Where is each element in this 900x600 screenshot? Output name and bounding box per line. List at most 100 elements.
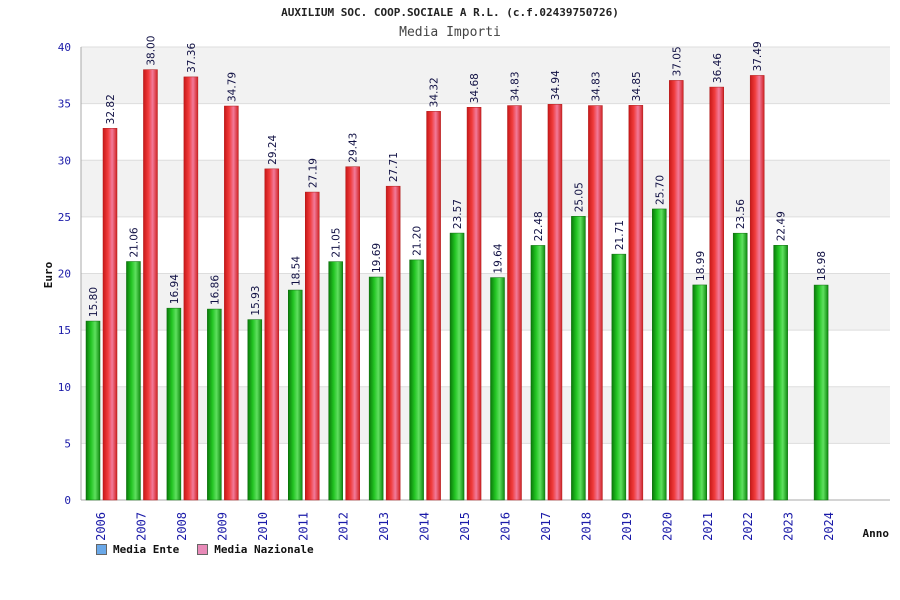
bar-media-nazionale: [224, 105, 239, 501]
x-tick-label: 2009: [215, 512, 229, 541]
grid-band: [81, 273, 890, 331]
y-tick-label: 5: [64, 437, 71, 450]
x-axis-label: Anno: [863, 527, 890, 540]
x-tick-label: 2010: [256, 512, 270, 541]
bar-media-ente: [368, 276, 384, 501]
x-tick-label: 2023: [782, 512, 796, 541]
bar-media-nazionale: [305, 191, 320, 501]
x-tick-label: 2007: [134, 512, 148, 541]
legend-item-media-nazionale: Media Nazionale: [197, 543, 314, 556]
bar-media-ente: [571, 216, 586, 501]
data-label: 34.79: [226, 72, 238, 102]
bar-media-nazionale: [143, 69, 158, 501]
y-axis-label: Euro: [42, 261, 55, 288]
grid-band: [81, 386, 890, 444]
bar-media-ente: [409, 259, 424, 501]
bar-media-ente: [611, 253, 627, 501]
data-label: 38.00: [145, 36, 157, 66]
data-label: 34.32: [429, 77, 441, 107]
x-tick-label: 2013: [377, 512, 391, 541]
data-label: 18.99: [695, 251, 707, 281]
bar-media-nazionale: [466, 106, 482, 501]
data-label: 37.05: [671, 46, 683, 76]
bar-media-nazionale: [102, 128, 118, 501]
bar-media-nazionale: [426, 111, 441, 501]
data-label: 34.85: [631, 71, 643, 101]
bar-media-ente: [813, 284, 829, 501]
x-tick-label: 2011: [296, 512, 310, 541]
legend-swatch-media-ente: [96, 544, 107, 555]
data-label: 34.83: [590, 71, 602, 101]
data-label: 21.20: [412, 226, 424, 256]
bar-media-nazionale: [183, 76, 199, 501]
data-label: 27.19: [307, 158, 319, 188]
data-label: 15.93: [250, 286, 262, 316]
bar-media-ente: [490, 277, 505, 501]
y-tick-label: 10: [58, 381, 71, 394]
data-label: 36.46: [712, 53, 724, 83]
data-label: 22.48: [533, 211, 545, 241]
data-label: 22.49: [776, 211, 788, 241]
x-tick-label: 2022: [741, 512, 755, 541]
bar-media-ente: [692, 284, 707, 501]
y-tick-label: 30: [58, 154, 71, 167]
y-tick-label: 40: [58, 41, 71, 54]
x-tick-label: 2012: [337, 512, 351, 541]
bar-media-nazionale: [507, 105, 522, 501]
legend-label-media-ente: Media Ente: [113, 543, 180, 556]
bar-media-ente: [247, 319, 263, 501]
bar-media-nazionale: [345, 166, 360, 501]
data-label: 37.49: [752, 41, 764, 71]
data-label: 29.24: [267, 134, 279, 164]
x-tick-label: 2008: [175, 512, 189, 541]
data-label: 15.80: [88, 287, 100, 317]
bar-media-ente: [652, 208, 667, 501]
bar-media-ente: [530, 245, 546, 501]
y-tick-label: 0: [64, 494, 71, 507]
data-label: 18.98: [816, 251, 828, 281]
bar-media-ente: [328, 261, 343, 501]
data-label: 29.43: [348, 133, 360, 163]
x-tick-label: 2015: [458, 512, 472, 541]
bar-media-ente: [288, 289, 303, 501]
grid-band: [81, 160, 890, 217]
data-label: 23.57: [452, 199, 464, 229]
x-tick-label: 2017: [539, 512, 553, 541]
x-tick-label: 2019: [620, 512, 634, 541]
data-label: 19.64: [493, 243, 505, 273]
data-label: 32.82: [105, 94, 117, 124]
legend-swatch-media-nazionale: [197, 544, 209, 555]
x-tick-label: 2020: [660, 512, 674, 541]
data-label: 25.05: [573, 182, 585, 212]
data-label: 34.68: [469, 73, 481, 103]
data-label: 16.94: [169, 274, 181, 304]
bar-media-nazionale: [628, 105, 644, 501]
legend: Media Ente Media Nazionale: [96, 543, 314, 556]
bar-media-ente: [166, 307, 182, 501]
data-label: 23.56: [735, 199, 747, 229]
bar-media-ente: [85, 320, 101, 501]
grid-band: [81, 47, 890, 104]
data-label: 19.69: [371, 243, 383, 273]
bar-media-ente: [773, 245, 788, 501]
bar-media-nazionale: [385, 185, 401, 501]
y-tick-label: 35: [58, 98, 71, 111]
bar-media-ente: [449, 232, 465, 501]
x-tick-label: 2021: [701, 512, 715, 541]
data-label: 21.71: [614, 220, 626, 250]
x-tick-label: 2014: [418, 512, 432, 541]
data-label: 27.71: [388, 152, 400, 182]
chart-subtitle: Media Importi: [399, 25, 501, 40]
bar-media-nazionale: [709, 86, 724, 501]
data-label: 25.70: [654, 175, 666, 205]
bar-media-ente: [126, 261, 141, 501]
x-tick-label: 2016: [499, 512, 513, 541]
bar-media-nazionale: [669, 80, 684, 501]
data-label: 16.86: [209, 275, 221, 305]
legend-item-media-ente: Media Ente: [96, 543, 179, 556]
data-label: 34.94: [550, 70, 562, 100]
x-tick-label: 2006: [94, 512, 108, 541]
y-tick-label: 25: [58, 211, 71, 224]
chart-title: AUXILIUM SOC. COOP.SOCIALE A R.L. (c.f.0…: [281, 6, 619, 19]
